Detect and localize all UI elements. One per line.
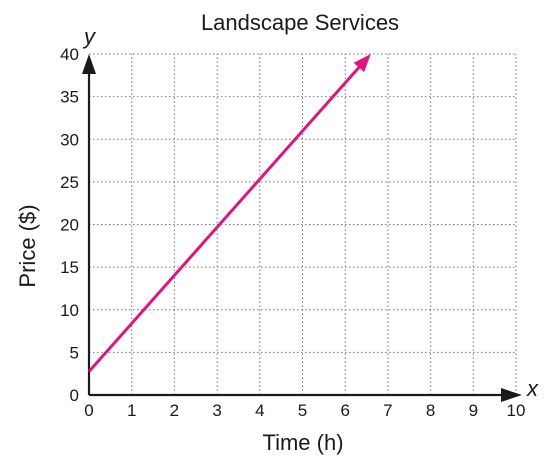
y-tick-label-10: 10: [60, 301, 79, 320]
grid-lines: [89, 53, 517, 395]
x-axis-variable: x: [526, 376, 539, 401]
y-tick-label-40: 40: [60, 45, 79, 64]
x-tick-label-4: 4: [255, 401, 264, 420]
y-axis-label: Price ($): [15, 204, 40, 287]
x-axis-label: Time (h): [262, 430, 343, 455]
x-tick-label-8: 8: [426, 401, 435, 420]
x-tick-label-0: 0: [84, 401, 93, 420]
series-arrow-icon: [353, 54, 371, 73]
x-axis-arrow-icon: [501, 388, 522, 402]
x-tick-labels: 0 1 2 3 4 5 6 7 8 9 10: [84, 401, 525, 420]
x-tick-label-6: 6: [340, 401, 349, 420]
series-layer: [87, 54, 371, 373]
x-tick-label-1: 1: [127, 401, 136, 420]
y-axis-arrow-icon: [82, 54, 96, 74]
y-axis-variable: y: [82, 24, 97, 49]
y-tick-label-0: 0: [70, 386, 79, 405]
x-tick-label-9: 9: [469, 401, 478, 420]
x-tick-label-7: 7: [383, 401, 392, 420]
series-line-0: [87, 64, 362, 373]
y-tick-label-30: 30: [60, 130, 79, 149]
x-tick-label-10: 10: [507, 401, 526, 420]
y-tick-label-25: 25: [60, 173, 79, 192]
y-tick-label-35: 35: [60, 88, 79, 107]
y-tick-labels: 0 5 10 15 20 25 30 35 40: [60, 45, 79, 405]
x-tick-label-2: 2: [170, 401, 179, 420]
y-tick-label-15: 15: [60, 258, 79, 277]
x-tick-label-5: 5: [298, 401, 307, 420]
x-tick-label-3: 3: [212, 401, 221, 420]
y-tick-label-20: 20: [60, 216, 79, 235]
chart-title: Landscape Services: [201, 10, 399, 35]
y-tick-label-5: 5: [70, 343, 79, 362]
axes: [82, 54, 522, 402]
